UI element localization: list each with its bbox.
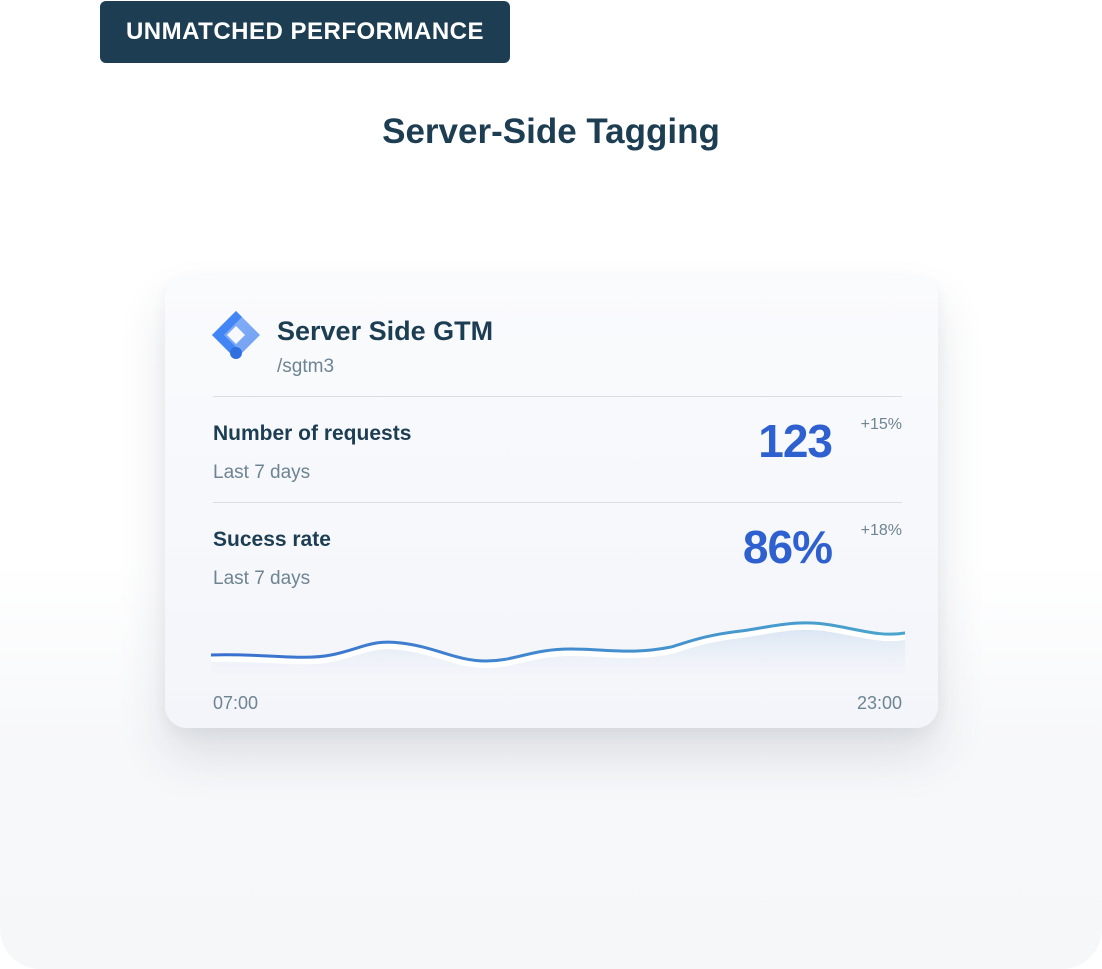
x-axis-end-label: 23:00 (856, 693, 902, 713)
sparkline-line (211, 623, 905, 669)
performance-badge: UNMATCHED PERFORMANCE (100, 1, 510, 63)
metric-period: Last 7 days (213, 568, 311, 589)
x-axis-start-label: 07:00 (213, 693, 259, 713)
badge-label: UNMATCHED PERFORMANCE (125, 18, 485, 45)
sgtm-stats-card: Server Side GTM /sgtm3 Number of request… (165, 275, 938, 728)
divider (213, 396, 902, 397)
card-title: Server Side GTM (277, 316, 494, 346)
metric-delta: +15% (860, 416, 902, 433)
page-title: Server-Side Tagging (382, 112, 720, 151)
divider (213, 502, 902, 503)
metric-delta: +18% (860, 522, 902, 539)
sparkline-line (211, 621, 905, 663)
metric-label: Sucess rate (213, 528, 331, 551)
card-path: /sgtm3 (277, 356, 335, 377)
trend-sparkline (211, 621, 905, 675)
metric-label: Number of requests (213, 422, 412, 445)
metric-value: 86% (742, 521, 833, 573)
metric-value: 123 (758, 415, 833, 467)
metric-period: Last 7 days (213, 462, 311, 483)
google-tag-manager-icon (212, 311, 260, 359)
